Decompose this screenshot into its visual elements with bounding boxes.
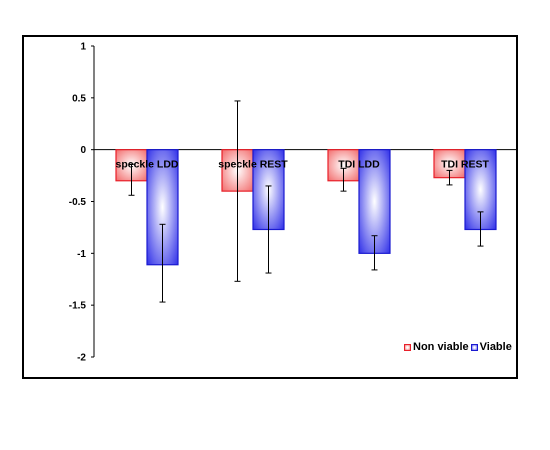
y-tick-label: 0.5 <box>72 93 86 104</box>
y-tick-label: -0.5 <box>69 197 87 208</box>
y-tick-label: -1.5 <box>69 301 87 312</box>
category-label: speckle LDD <box>115 159 178 171</box>
legend-swatch-non-viable <box>404 343 411 351</box>
y-tick-label: 1 <box>80 42 86 53</box>
category-label: TDI REST <box>441 159 489 171</box>
legend-label-viable: Viable <box>479 341 512 353</box>
legend: Non viable Viable <box>404 341 514 353</box>
legend-label-non-viable: Non viable <box>413 341 469 353</box>
legend-swatch-viable <box>470 343 478 351</box>
category-label: speckle REST <box>218 159 288 171</box>
category-label: TDI LDD <box>338 159 380 171</box>
y-tick-label: 0 <box>80 145 86 156</box>
y-tick-label: -1 <box>77 249 86 260</box>
legend-item-viable: Viable <box>470 341 512 353</box>
legend-item-non-viable: Non viable <box>404 341 469 353</box>
y-tick-label: -2 <box>77 353 86 364</box>
